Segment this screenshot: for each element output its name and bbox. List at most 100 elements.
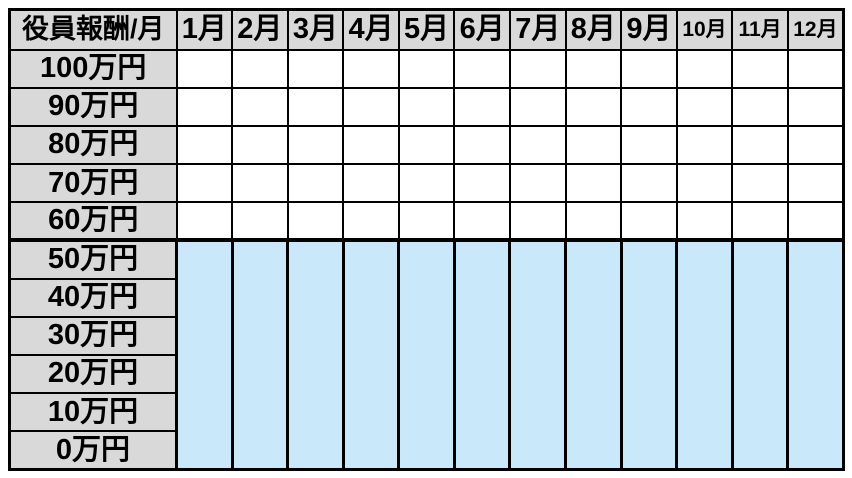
table-body: 100万円 90万円 80万円 70万円 60万円 50万円 40万円 30万円 20万円 10万… — [8, 48, 845, 471]
grid-cell — [341, 316, 401, 355]
grid-cell — [175, 354, 234, 394]
row-label: 10万円 — [8, 392, 178, 433]
grid-cell — [231, 124, 289, 166]
grid-cell — [619, 238, 679, 279]
row-label: 100万円 — [8, 48, 178, 89]
grid-cell — [508, 354, 568, 394]
grid-cell — [786, 201, 845, 242]
grid-cell — [231, 48, 289, 89]
grid-cell — [620, 163, 678, 204]
table-header: 役員報酬/月 1月 2月 3月 4月 5月 6月 7月 8月 9月 10月 11月 12月 — [8, 8, 845, 51]
grid-cell — [342, 86, 400, 127]
grid-cell — [231, 86, 289, 127]
grid-cell — [675, 48, 734, 89]
grid-cell — [341, 431, 401, 470]
row-label: 50万円 — [8, 238, 178, 280]
grid-cell — [397, 431, 456, 470]
month-header: 10月 — [675, 8, 734, 51]
month-header: 5月 — [397, 8, 456, 51]
grid-cell — [342, 48, 400, 89]
grid-cell — [508, 48, 567, 89]
month-header: 3月 — [286, 8, 345, 51]
grid-cell — [786, 316, 845, 355]
table-row: 90万円 — [8, 86, 845, 127]
grid-cell — [731, 124, 789, 166]
grid-cell — [286, 238, 345, 279]
table-row: 60万円 — [8, 201, 845, 242]
table-row: 100万円 — [8, 48, 845, 89]
grid-cell — [341, 393, 401, 432]
corner-header: 役員報酬/月 — [8, 8, 178, 51]
table-row: 50万円 — [8, 238, 845, 280]
row-label: 90万円 — [8, 86, 178, 127]
grid-cell — [341, 278, 401, 317]
grid-cell — [175, 163, 234, 204]
grid-cell — [731, 86, 789, 127]
grid-cell — [342, 124, 400, 166]
table-row: 40万円 — [8, 277, 845, 318]
grid-cell — [730, 354, 790, 394]
grid-cell — [564, 48, 623, 89]
grid-cell — [508, 393, 568, 432]
month-header: 8月 — [564, 8, 623, 51]
grid-cell — [564, 278, 623, 317]
grid-cell — [730, 316, 790, 355]
grid-cell — [230, 238, 290, 279]
grid-cell — [175, 316, 234, 355]
grid-cell — [397, 163, 456, 204]
grid-cell — [175, 124, 234, 166]
grid-cell — [508, 124, 567, 166]
grid-cell — [175, 278, 234, 317]
grid-cell — [508, 163, 567, 204]
grid-cell — [452, 393, 512, 432]
grid-cell — [786, 163, 845, 204]
grid-cell — [230, 431, 290, 470]
table-row: 70万円 — [8, 163, 845, 204]
grid-cell — [730, 393, 790, 432]
month-header: 9月 — [620, 8, 678, 51]
grid-cell — [675, 238, 734, 279]
grid-cell — [786, 238, 845, 279]
table-row: 30万円 — [8, 315, 845, 356]
grid-cell — [564, 354, 623, 394]
grid-cell — [508, 201, 567, 242]
grid-cell — [286, 201, 345, 242]
grid-cell — [619, 431, 679, 470]
grid-cell — [564, 201, 623, 242]
grid-cell — [175, 238, 234, 279]
grid-cell — [175, 393, 234, 432]
grid-cell — [786, 393, 845, 432]
month-header: 6月 — [453, 8, 511, 51]
grid-cell — [397, 316, 456, 355]
grid-cell — [675, 316, 734, 355]
grid-cell — [342, 163, 400, 204]
grid-cell — [620, 48, 678, 89]
compensation-table: 役員報酬/月 1月 2月 3月 4月 5月 6月 7月 8月 9月 10月 11月 12月 100万円… — [8, 8, 845, 471]
grid-cell — [397, 278, 456, 317]
grid-cell — [397, 393, 456, 432]
grid-cell — [175, 201, 234, 242]
grid-cell — [675, 278, 734, 317]
grid-cell — [231, 201, 289, 242]
grid-cell — [397, 124, 456, 166]
grid-cell — [730, 278, 790, 317]
row-label: 80万円 — [8, 124, 178, 166]
grid-cell — [786, 354, 845, 394]
grid-cell — [453, 48, 511, 89]
grid-cell — [730, 238, 790, 279]
month-header: 12月 — [786, 8, 845, 51]
grid-cell — [397, 48, 456, 89]
grid-cell — [286, 278, 345, 317]
row-label: 20万円 — [8, 353, 178, 395]
grid-cell — [397, 86, 456, 127]
grid-cell — [564, 163, 623, 204]
grid-cell — [230, 393, 290, 432]
table-row: 20万円 — [8, 353, 845, 395]
row-label: 30万円 — [8, 315, 178, 356]
grid-cell — [730, 431, 790, 470]
grid-cell — [175, 48, 234, 89]
grid-cell — [397, 354, 456, 394]
grid-cell — [508, 278, 568, 317]
grid-cell — [731, 201, 789, 242]
month-header: 1月 — [175, 8, 234, 51]
